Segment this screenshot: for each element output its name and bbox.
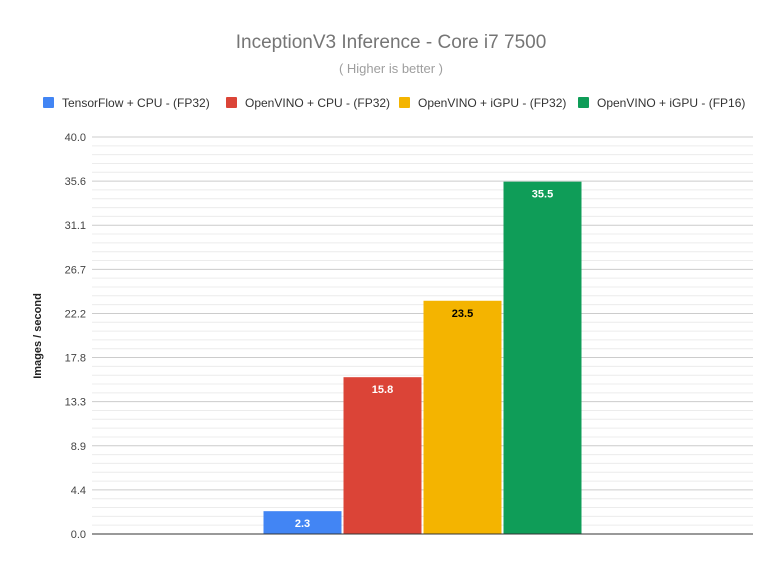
legend-label: OpenVINO + iGPU - (FP32) (418, 96, 566, 110)
y-tick-label: 17.8 (65, 353, 86, 365)
y-tick-label: 22.2 (65, 308, 86, 320)
bar (503, 181, 582, 534)
bar (423, 300, 502, 534)
legend-swatch (578, 97, 589, 108)
y-axis-label: Images / second (32, 293, 44, 379)
grid (92, 136, 753, 535)
legend-label: TensorFlow + CPU - (FP32) (62, 96, 210, 110)
bar (343, 377, 422, 534)
legend-label: OpenVINO + CPU - (FP32) (245, 96, 390, 110)
y-tick-label: 35.6 (65, 176, 86, 188)
y-tick-label: 0.0 (71, 529, 86, 541)
y-tick-label: 4.4 (71, 485, 86, 497)
bar-value-label: 2.3 (295, 518, 310, 530)
chart-title: InceptionV3 Inference - Core i7 7500 (236, 32, 547, 53)
y-tick-label: 8.9 (71, 441, 86, 453)
legend-label: OpenVINO + iGPU - (FP16) (597, 96, 745, 110)
y-axis-ticks: 0.0 4.4 8.9 13.3 17.8 22.2 26.7 31.1 35.6 40.0 (65, 132, 86, 541)
y-tick-label: 40.0 (65, 132, 86, 144)
data-labels: 2.3 15.8 23.5 35.5 (295, 189, 553, 531)
legend-swatch (43, 97, 54, 108)
y-tick-label: 26.7 (65, 264, 86, 276)
bars (263, 181, 582, 534)
bar (263, 511, 342, 534)
bar-value-label: 23.5 (452, 308, 473, 320)
legend-swatch (226, 97, 237, 108)
legend-swatch (399, 97, 410, 108)
chart-subtitle: ( Higher is better ) (339, 61, 443, 76)
legend: TensorFlow + CPU - (FP32) OpenVINO + CPU … (43, 96, 745, 110)
y-tick-label: 31.1 (65, 220, 86, 232)
bar-value-label: 35.5 (532, 189, 553, 201)
y-tick-label: 13.3 (65, 397, 86, 409)
bar-value-label: 15.8 (372, 384, 393, 396)
